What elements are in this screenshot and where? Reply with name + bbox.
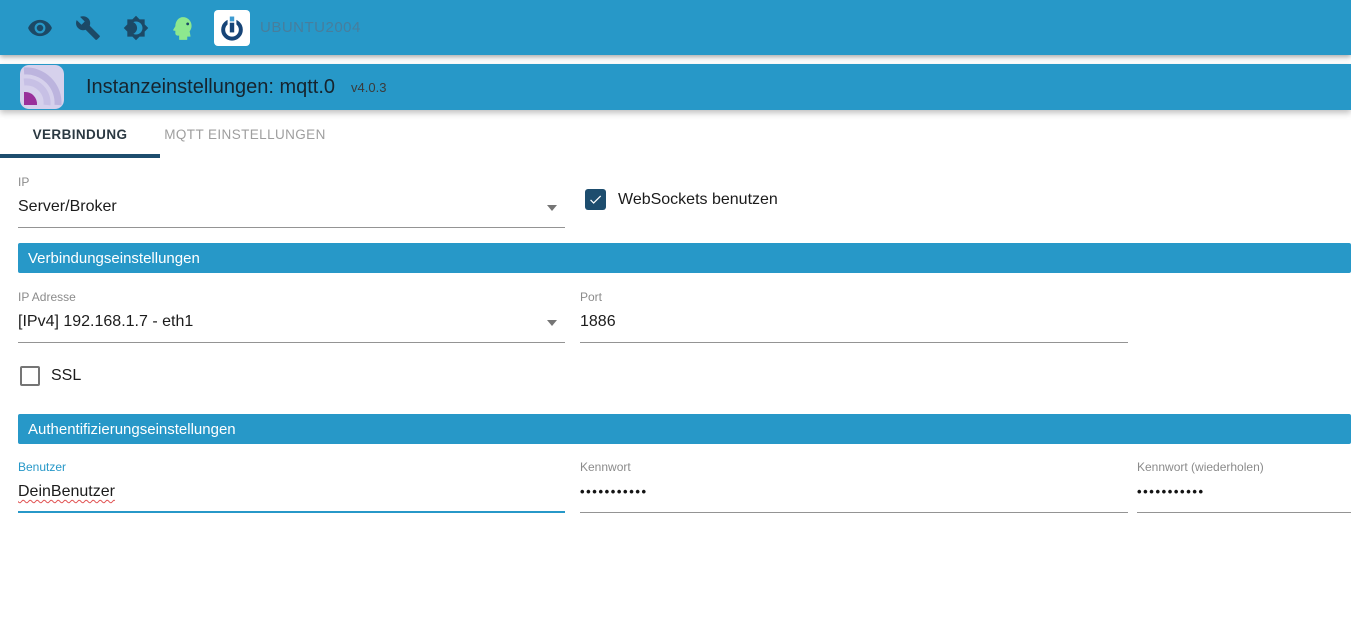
type-select[interactable]: IP Server/Broker [18,175,565,228]
port-label: Port [580,290,603,304]
wrench-icon [76,15,100,40]
active-tab-indicator [0,154,160,158]
password-repeat-value: ••••••••••• [1137,484,1205,499]
section-auth-header: Authentifizierungseinstellungen [18,414,1351,444]
brightness-icon [123,15,149,40]
tab-verbindung[interactable]: VERBINDUNG [32,126,128,142]
password-repeat-label: Kennwort (wiederholen) [1137,460,1264,474]
settings-button[interactable] [64,4,112,52]
connection-form: IP Server/Broker WebSockets benutzen Ver… [18,175,1351,513]
websockets-checkbox-label: WebSockets benutzen [618,190,778,208]
section-connection-header: Verbindungseinstellungen [18,243,1351,273]
mqtt-adapter-icon [20,65,64,109]
iobroker-logo-icon [221,15,243,41]
chevron-down-icon [547,205,557,211]
password-repeat-input[interactable]: Kennwort (wiederholen) ••••••••••• [1137,460,1351,513]
ssl-checkbox[interactable]: SSL [20,366,1351,386]
type-select-value: Server/Broker [18,198,117,215]
theme-button[interactable] [112,4,160,52]
user-value: DeinBenutzer [18,483,115,500]
websockets-checkbox[interactable]: WebSockets benutzen [585,189,778,210]
user-input[interactable]: Benutzer DeinBenutzer [18,460,565,513]
checkbox-checked-icon [585,189,606,210]
expert-mode-button[interactable] [160,4,208,52]
checkbox-unchecked-icon [20,366,40,386]
ip-address-select[interactable]: IP Adresse [IPv4] 192.168.1.7 - eth1 [18,290,565,343]
ssl-checkbox-label: SSL [51,367,82,384]
password-label: Kennwort [580,460,631,474]
port-input[interactable]: Port 1886 [580,290,1128,343]
chevron-down-icon [547,320,557,326]
user-label: Benutzer [18,460,67,474]
app-toolbar: UBUNTU2004 [0,0,1351,55]
visibility-icon [28,19,52,36]
tab-mqtt-einstellungen[interactable]: MQTT EINSTELLUNGEN [164,126,326,142]
password-value: ••••••••••• [580,484,648,499]
adapter-version: v4.0.3 [351,79,387,95]
hostname-label: UBUNTU2004 [260,19,361,36]
port-value: 1886 [580,313,616,330]
expert-mode-icon [173,16,192,40]
iobroker-logo[interactable] [214,9,250,46]
settings-tabbar: VERBINDUNG MQTT EINSTELLUNGEN [0,110,1351,158]
instance-settings-header: Instanzeinstellungen: mqtt.0 v4.0.3 [0,64,1351,110]
visibility-button[interactable] [16,4,64,52]
ip-address-label: IP Adresse [18,290,76,304]
password-input[interactable]: Kennwort ••••••••••• [580,460,1128,513]
page-title: Instanzeinstellungen: mqtt.0 [86,75,336,98]
type-select-label: IP [18,175,30,189]
ip-address-value: [IPv4] 192.168.1.7 - eth1 [18,313,194,330]
